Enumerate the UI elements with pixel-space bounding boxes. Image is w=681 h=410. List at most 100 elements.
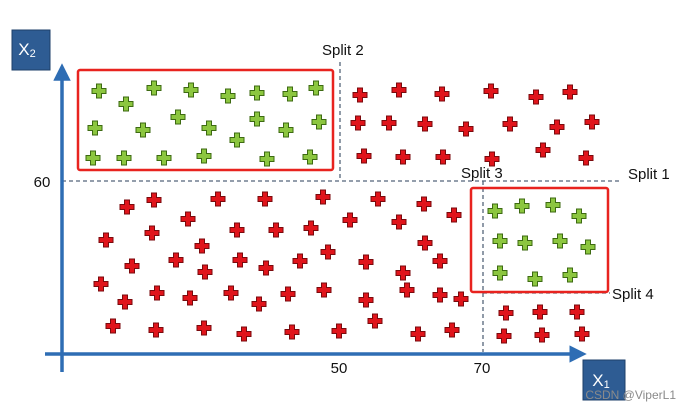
cross-point [578, 150, 594, 166]
cross-point [149, 285, 165, 301]
y-axis-label: X2 [18, 40, 35, 59]
cross-point [395, 149, 411, 165]
cross-point [284, 324, 300, 340]
cross-point [156, 150, 172, 166]
cross-point [391, 214, 407, 230]
cross-point [117, 294, 133, 310]
cross-point [118, 96, 134, 112]
cross-point [492, 233, 508, 249]
cross-point [483, 83, 499, 99]
split-label: Split 2 [322, 42, 364, 59]
cross-point [210, 191, 226, 207]
cross-point [303, 220, 319, 236]
cross-point [87, 120, 103, 136]
cross-point [229, 222, 245, 238]
cross-point [197, 264, 213, 280]
y-label-sub: 2 [30, 48, 36, 60]
cross-point [528, 89, 544, 105]
cross-point [502, 116, 518, 132]
cross-point [311, 114, 327, 130]
x-axis-label: X1 [592, 371, 609, 390]
cross-point [258, 260, 274, 276]
cross-point [105, 318, 121, 334]
cross-point [410, 326, 426, 342]
cross-point [458, 121, 474, 137]
cross-point [116, 150, 132, 166]
cross-point [432, 287, 448, 303]
cross-point [220, 88, 236, 104]
cross-point [350, 115, 366, 131]
cross-point [574, 326, 590, 342]
cross-point [498, 305, 514, 321]
cross-point [229, 132, 245, 148]
cross-point [146, 80, 162, 96]
cross-point [315, 189, 331, 205]
cross-point [391, 82, 407, 98]
cross-point [196, 148, 212, 164]
x-label-box [582, 359, 626, 401]
cross-point [85, 150, 101, 166]
cross-point [434, 86, 450, 102]
cross-point [251, 296, 267, 312]
cross-point [358, 254, 374, 270]
cross-point [527, 271, 543, 287]
cross-point [316, 282, 332, 298]
cross-point [416, 196, 432, 212]
y-label-text: X [18, 40, 29, 59]
cross-point [487, 203, 503, 219]
cross-point [331, 323, 347, 339]
split-label: Split 4 [612, 286, 654, 303]
cross-point [342, 212, 358, 228]
cross-point [98, 232, 114, 248]
cross-point [119, 199, 135, 215]
x-tick-label: 70 [474, 360, 491, 377]
cross-point [352, 87, 368, 103]
cross-point [399, 282, 415, 298]
cross-point [135, 122, 151, 138]
cross-point [268, 222, 284, 238]
cross-point [292, 253, 308, 269]
cross-point [146, 192, 162, 208]
cross-point [395, 265, 411, 281]
cross-point [302, 149, 318, 165]
cross-point [282, 86, 298, 102]
cross-point [259, 151, 275, 167]
cross-point [148, 322, 164, 338]
cross-point [249, 111, 265, 127]
cross-point [569, 304, 585, 320]
cross-point [180, 211, 196, 227]
cross-point [446, 207, 462, 223]
cross-point [453, 291, 469, 307]
cross-point [552, 233, 568, 249]
cross-point [484, 151, 500, 167]
cross-point [535, 142, 551, 158]
cross-point [534, 327, 550, 343]
cross-point [124, 258, 140, 274]
cross-point [320, 244, 336, 260]
cross-point [432, 253, 448, 269]
cross-point [249, 85, 265, 101]
cross-point [492, 265, 508, 281]
x-tick-label: 50 [331, 360, 348, 377]
cross-point [236, 326, 252, 342]
cross-point [580, 239, 596, 255]
cross-point [232, 252, 248, 268]
cross-point [194, 238, 210, 254]
cross-point [168, 252, 184, 268]
cross-point [278, 122, 294, 138]
cross-point [170, 109, 186, 125]
region-box [469, 186, 610, 294]
cross-point [532, 304, 548, 320]
cross-point [514, 198, 530, 214]
points [85, 80, 600, 344]
cross-point [183, 82, 199, 98]
watermark: CSDN @ViperL1 [585, 388, 676, 402]
region-box [76, 68, 335, 172]
cross-point [196, 320, 212, 336]
cross-point [381, 115, 397, 131]
cross-point [257, 191, 273, 207]
cross-point [562, 84, 578, 100]
cross-point [280, 286, 296, 302]
cross-point [549, 119, 565, 135]
